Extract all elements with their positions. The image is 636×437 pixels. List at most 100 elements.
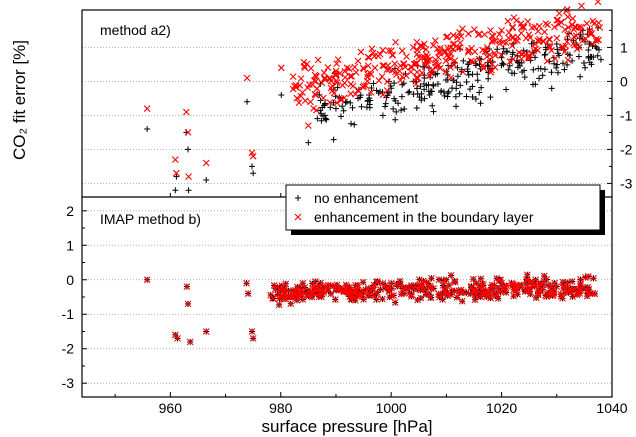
cross-marker bbox=[360, 82, 368, 90]
cross-marker bbox=[413, 50, 421, 58]
plus-marker bbox=[382, 103, 389, 110]
cross-marker bbox=[517, 20, 525, 27]
cross-marker bbox=[563, 38, 571, 46]
plus-marker bbox=[321, 100, 328, 107]
cross-marker bbox=[351, 296, 359, 304]
cross-marker bbox=[333, 77, 340, 85]
cross-marker bbox=[534, 290, 542, 298]
cross-marker bbox=[488, 60, 496, 68]
cross-marker bbox=[562, 289, 570, 297]
cross-marker bbox=[346, 72, 354, 80]
cross-marker bbox=[267, 291, 275, 299]
cross-marker bbox=[584, 283, 592, 291]
cross-marker bbox=[483, 44, 491, 51]
plus-marker bbox=[249, 163, 256, 170]
plus-marker bbox=[305, 139, 312, 146]
plus-marker bbox=[373, 87, 380, 94]
cross-marker bbox=[315, 293, 323, 301]
cross-marker bbox=[546, 42, 554, 50]
plus-marker bbox=[577, 31, 584, 38]
cross-marker bbox=[557, 292, 565, 300]
cross-marker bbox=[408, 291, 415, 298]
plus-marker bbox=[414, 90, 421, 97]
cross-marker bbox=[374, 52, 382, 60]
legend-box bbox=[285, 184, 601, 231]
cross-marker bbox=[523, 271, 531, 279]
plus-marker bbox=[506, 62, 513, 69]
y-tick-label: 0 bbox=[66, 272, 74, 288]
plus-marker bbox=[434, 80, 441, 87]
plus-marker bbox=[472, 95, 479, 102]
cross-marker bbox=[534, 27, 542, 35]
cross-marker bbox=[379, 91, 387, 99]
cross-marker bbox=[186, 338, 194, 346]
cross-marker bbox=[456, 44, 464, 52]
plus-marker bbox=[421, 95, 428, 102]
cross-marker bbox=[394, 283, 402, 291]
cross-marker bbox=[488, 66, 495, 74]
cross-marker bbox=[341, 67, 349, 75]
cross-marker bbox=[401, 63, 409, 71]
cross-marker bbox=[293, 296, 301, 304]
x-tick-label: 1000 bbox=[376, 400, 407, 416]
plus-marker bbox=[339, 103, 346, 110]
plus-marker bbox=[203, 177, 210, 183]
plus-marker bbox=[392, 116, 399, 123]
plus-marker bbox=[185, 187, 192, 194]
plus-marker bbox=[172, 187, 179, 194]
plus-marker bbox=[582, 64, 589, 71]
plus-marker bbox=[278, 92, 285, 98]
plus-marker bbox=[587, 53, 594, 60]
plus-marker bbox=[548, 85, 555, 92]
cross-marker bbox=[587, 31, 595, 38]
cross-marker bbox=[458, 297, 466, 305]
plus-marker bbox=[332, 105, 339, 112]
plus-marker bbox=[559, 60, 566, 67]
cross-marker bbox=[515, 49, 523, 56]
cross-marker bbox=[345, 65, 353, 73]
cross-marker bbox=[345, 288, 352, 296]
cross-marker bbox=[439, 296, 446, 303]
cross-marker bbox=[334, 56, 342, 63]
cross-marker bbox=[384, 78, 391, 86]
cross-marker bbox=[308, 280, 316, 287]
cross-marker bbox=[413, 38, 421, 46]
cross-marker bbox=[449, 31, 457, 39]
plus-marker bbox=[478, 84, 485, 91]
cross-marker bbox=[397, 77, 404, 84]
plus-marker bbox=[441, 92, 448, 99]
cross-marker bbox=[275, 285, 283, 292]
cross-marker bbox=[491, 52, 499, 59]
cross-marker bbox=[417, 286, 424, 294]
cross-marker bbox=[447, 74, 455, 82]
cross-marker bbox=[392, 38, 399, 46]
cross-marker bbox=[546, 36, 554, 43]
cross-marker bbox=[469, 58, 477, 66]
cross-marker bbox=[343, 64, 351, 72]
cross-marker bbox=[184, 129, 192, 136]
cross-marker bbox=[553, 283, 561, 291]
plus-marker bbox=[405, 89, 412, 96]
cross-marker bbox=[379, 280, 387, 287]
plus-marker bbox=[393, 108, 400, 115]
plus-marker bbox=[554, 46, 561, 53]
plus-marker bbox=[597, 56, 604, 63]
x-tick-label: 980 bbox=[269, 400, 293, 416]
cross-marker bbox=[582, 35, 590, 43]
cross-marker bbox=[297, 75, 305, 82]
plus-marker bbox=[577, 73, 584, 80]
cross-marker bbox=[304, 84, 312, 92]
plus-marker bbox=[457, 82, 464, 89]
cross-marker bbox=[511, 283, 518, 291]
y-tick-label: -2 bbox=[62, 341, 75, 357]
cross-marker bbox=[243, 74, 251, 82]
cross-marker bbox=[543, 57, 551, 65]
cross-marker bbox=[399, 60, 407, 68]
cross-marker bbox=[408, 292, 415, 300]
cross-marker bbox=[525, 286, 533, 294]
series-enhancement-panel-1 bbox=[143, 0, 604, 180]
plus-marker bbox=[318, 110, 325, 117]
plus-marker bbox=[487, 94, 494, 101]
cross-marker bbox=[171, 331, 179, 339]
cross-marker bbox=[442, 57, 450, 65]
